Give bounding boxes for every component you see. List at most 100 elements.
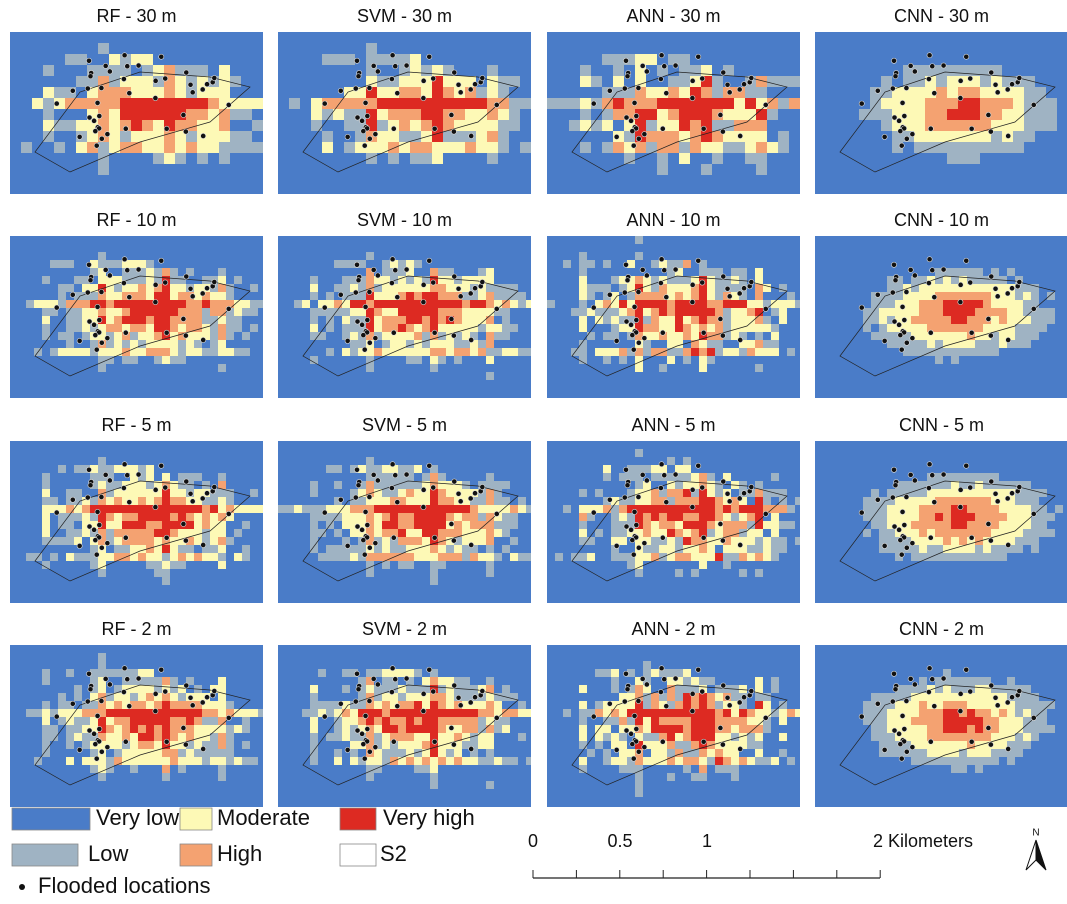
map-cell: [690, 120, 701, 131]
map-cell: [683, 236, 691, 244]
map-cell: [50, 449, 58, 457]
map-cell: [358, 244, 366, 252]
map-cell: [326, 396, 334, 398]
map-cell: [914, 131, 925, 142]
flood-point: [993, 286, 998, 291]
map-cell: [462, 316, 470, 324]
map-cell: [795, 324, 800, 332]
map-cell: [252, 32, 263, 43]
map-cell: [278, 356, 286, 364]
map-cell: [969, 43, 980, 54]
map-cell: [999, 356, 1007, 364]
map-cell: [771, 332, 779, 340]
map-cell: [65, 32, 76, 43]
map-cell: [398, 300, 406, 308]
map-cell: [951, 364, 959, 372]
map-cell: [855, 276, 863, 284]
map-cell: [98, 577, 106, 585]
map-cell: [547, 43, 558, 54]
map-cell: [377, 131, 388, 142]
map-cell: [967, 348, 975, 356]
map-cell: [226, 236, 234, 244]
map-cell: [58, 276, 66, 284]
map-cell: [294, 244, 302, 252]
map-cell: [300, 65, 311, 76]
map-cell: [34, 529, 42, 537]
map-cell: [691, 380, 699, 388]
map-cell: [131, 164, 142, 175]
map-cell: [847, 356, 855, 364]
map-cell: [334, 252, 342, 260]
map-cell: [563, 308, 571, 316]
map-cell: [881, 32, 892, 43]
map-cell: [959, 380, 967, 388]
map-cell: [186, 388, 194, 396]
map-cell: [619, 372, 627, 380]
map-cell: [226, 340, 234, 348]
map-cell: [226, 457, 234, 465]
map-cell: [170, 364, 178, 372]
flood-point: [660, 126, 665, 131]
map-cell: [286, 356, 294, 364]
map-cell: [422, 236, 430, 244]
map-cell: [999, 380, 1007, 388]
map-cell: [494, 356, 502, 364]
map-cell: [310, 348, 318, 356]
map-cell: [571, 236, 579, 244]
map-cell: [226, 324, 234, 332]
map-cell: [679, 142, 690, 153]
map-cell: [42, 577, 50, 585]
map-cell: [366, 175, 377, 186]
map-cell: [122, 380, 130, 388]
map-cell: [935, 332, 943, 340]
map-cell: [627, 380, 635, 388]
map-cell: [82, 252, 90, 260]
map-cell: [154, 521, 162, 529]
map-cell: [186, 364, 194, 372]
map-cell: [26, 276, 34, 284]
map-cell: [310, 260, 318, 268]
map-cell: [927, 356, 935, 364]
map-cell: [26, 489, 34, 497]
map-cell: [106, 553, 114, 561]
map-cell: [486, 308, 494, 316]
map-cell: [50, 545, 58, 553]
map-cell: [526, 308, 531, 316]
map-cell: [831, 276, 839, 284]
map-cell: [591, 87, 602, 98]
map-cell: [241, 153, 252, 164]
map-cell: [226, 388, 234, 396]
flood-point: [725, 286, 730, 291]
map-cell: [595, 244, 603, 252]
map-cell: [991, 364, 999, 372]
flood-point: [153, 299, 158, 304]
map-cell: [723, 380, 731, 388]
map-cell: [1047, 388, 1055, 396]
map-cell: [787, 236, 795, 244]
map-cell: [619, 340, 627, 348]
map-cell: [863, 332, 871, 340]
map-cell: [170, 340, 178, 348]
map-cell: [366, 356, 374, 364]
map-cell: [26, 340, 34, 348]
map-cell: [399, 164, 410, 175]
map-cell: [454, 252, 462, 260]
flood-point: [614, 338, 619, 343]
map-cell: [823, 236, 831, 244]
map-cell: [914, 87, 925, 98]
map-cell: [388, 164, 399, 175]
map-cell: [999, 396, 1007, 398]
map-cell: [603, 316, 611, 324]
map-cell: [32, 164, 43, 175]
map-cell: [122, 316, 130, 324]
map-cell: [18, 308, 26, 316]
map-cell: [715, 356, 723, 364]
map-cell: [258, 569, 263, 577]
map-cell: [887, 244, 895, 252]
map-cell: [563, 348, 571, 356]
map-cell: [130, 513, 138, 521]
map-cell: [502, 396, 510, 398]
map-cell: [318, 252, 326, 260]
map-cell: [194, 236, 202, 244]
map-cell: [1023, 276, 1031, 284]
